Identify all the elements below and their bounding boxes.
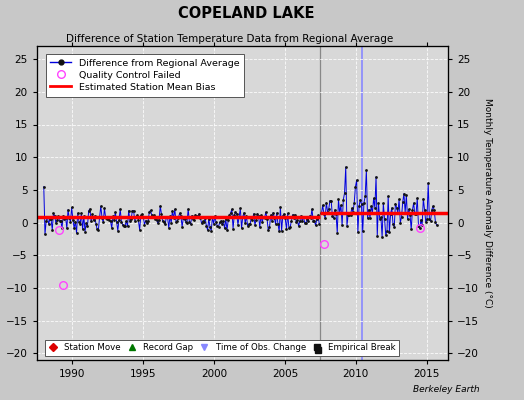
Legend: Station Move, Record Gap, Time of Obs. Change, Empirical Break: Station Move, Record Gap, Time of Obs. C… [45,340,399,356]
Text: COPELAND LAKE: COPELAND LAKE [178,6,314,21]
Y-axis label: Monthly Temperature Anomaly Difference (°C): Monthly Temperature Anomaly Difference (… [483,98,492,308]
Title: Difference of Station Temperature Data from Regional Average: Difference of Station Temperature Data f… [67,34,394,44]
Text: Berkeley Earth: Berkeley Earth [413,385,479,394]
